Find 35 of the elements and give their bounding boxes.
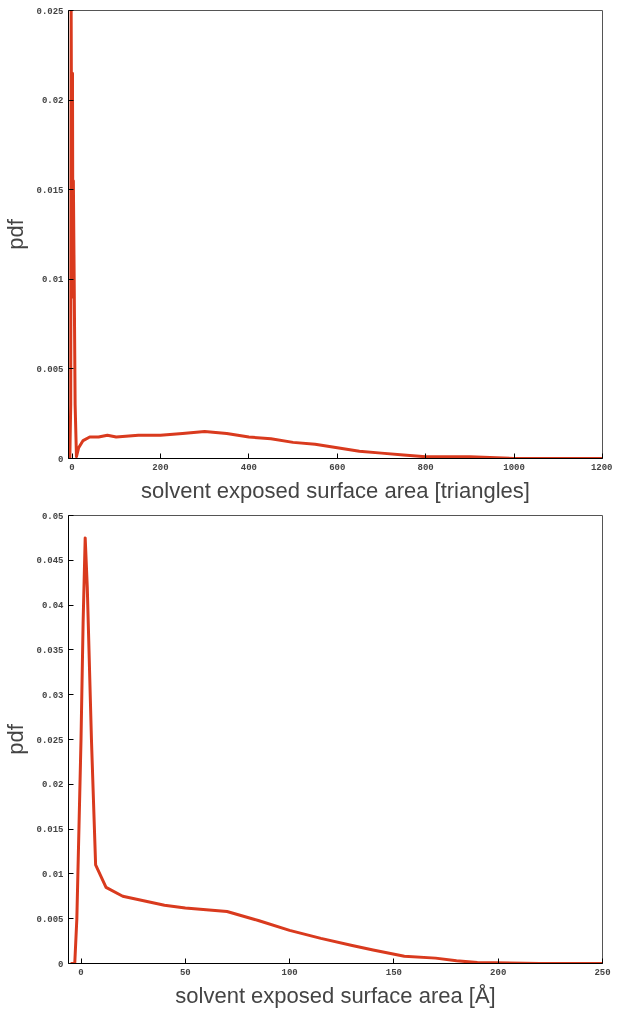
y-tick-label: 0.015	[36, 185, 64, 196]
y-tick-label: 0.025	[36, 6, 64, 17]
y-tick-label: 0.03	[41, 690, 64, 701]
x-tick-label: 150	[385, 967, 403, 978]
y-tick-label: 0.01	[41, 869, 65, 880]
y-tick-label: 0.01	[41, 275, 65, 286]
y-tick-label: 0.005	[36, 364, 64, 375]
y-tick-label: 0.04	[41, 601, 65, 612]
x-tick-label: 800	[417, 462, 434, 473]
x-tick-label: 50	[179, 967, 191, 978]
x-axis-title: solvent exposed surface area [Å]	[175, 982, 496, 1008]
y-tick-label: 0.005	[36, 914, 64, 925]
y-tick-label: 0	[58, 959, 64, 970]
y-axis-title: pdf	[3, 723, 29, 755]
y-axis-title: pdf	[3, 218, 29, 250]
x-tick-label: 200	[490, 967, 507, 978]
y-tick-label: 0.045	[36, 556, 64, 567]
line-series	[68, 10, 603, 459]
y-tick-label: 0.035	[36, 645, 64, 656]
x-tick-label: 250	[594, 967, 611, 978]
y-tick-label: 0	[58, 454, 64, 465]
x-tick-label: 100	[281, 967, 298, 978]
y-tick-label: 0.02	[41, 96, 64, 107]
x-tick-label: 600	[329, 462, 346, 473]
y-tick-label: 0.05	[41, 511, 64, 522]
y-tick-label: 0.025	[36, 735, 64, 746]
x-tick-label: 400	[240, 462, 257, 473]
x-tick-label: 200	[152, 462, 169, 473]
x-tick-label: 0	[78, 967, 84, 978]
x-tick-label: 1200	[590, 462, 613, 473]
x-tick-label: 0	[69, 462, 75, 473]
x-axis-title: solvent exposed surface area [triangles]	[141, 477, 530, 503]
y-tick-label: 0.02	[41, 780, 64, 791]
y-tick-label: 0.015	[36, 825, 64, 836]
x-tick-label: 1000	[503, 462, 525, 473]
